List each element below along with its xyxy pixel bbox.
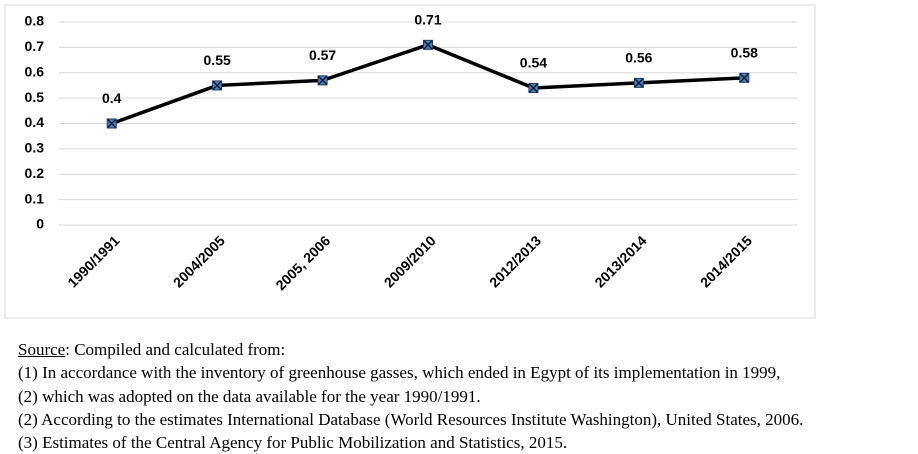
marker-cross xyxy=(423,40,433,50)
data-label: 0.57 xyxy=(309,47,336,63)
chart-border xyxy=(4,4,816,319)
data-label: 0.55 xyxy=(204,52,231,68)
y-tick-label: 0.1 xyxy=(25,190,45,206)
source-text: : Compiled and calculated from: xyxy=(65,340,286,359)
data-label: 0.56 xyxy=(625,50,652,66)
marker-cross xyxy=(212,80,222,90)
marker xyxy=(106,118,117,129)
y-tick-label: 0.4 xyxy=(25,114,45,130)
marker-cross xyxy=(318,75,328,85)
x-tick-label: 2005, 2006 xyxy=(272,232,333,293)
y-tick-label: 0.5 xyxy=(25,89,45,105)
y-tick-label: 0.6 xyxy=(25,63,45,79)
chart: 0 0.1 0.2 0.3 0.4 0.5 0.6 0.7 0.8 1990/1991 2004/2… xyxy=(4,4,816,319)
note-item: (2) According to the estimates Internati… xyxy=(18,409,804,429)
data-label: 0.71 xyxy=(414,12,441,28)
x-tick-label: 2009/2010 xyxy=(381,232,439,290)
y-tick-label: 0.2 xyxy=(25,165,45,181)
marker-cross xyxy=(528,83,538,93)
source-label: Source xyxy=(18,340,66,359)
x-tick-label: 2014/2015 xyxy=(697,232,755,290)
marker xyxy=(423,39,433,50)
x-tick-label: 2012/2013 xyxy=(486,232,544,290)
note-item: (2) which was adopted on the data availa… xyxy=(18,386,481,406)
marker xyxy=(317,75,328,86)
marker xyxy=(528,82,539,93)
y-tick-label: 0.3 xyxy=(25,140,45,156)
source-line: Source: Compiled and calculated from: xyxy=(18,338,803,361)
marker xyxy=(212,80,223,91)
data-label: 0.4 xyxy=(102,90,122,106)
note-item: (3) Estimates of the Central Agency for … xyxy=(18,433,568,453)
x-tick-label: 2004/2005 xyxy=(170,232,228,290)
data-label: 0.58 xyxy=(731,45,758,61)
y-tick-label: 0.7 xyxy=(25,38,45,54)
marker xyxy=(633,77,644,88)
note-item: (1) In accordance with the inventory of … xyxy=(18,363,781,383)
marker-cross xyxy=(634,78,644,88)
x-tick-label: 2013/2014 xyxy=(591,232,649,290)
notes: Source: Compiled and calculated from: (1… xyxy=(18,338,803,454)
y-tick-label: 0 xyxy=(36,216,44,232)
data-label: 0.54 xyxy=(520,55,547,71)
note-items: (1) In accordance with the inventory of … xyxy=(18,361,803,454)
marker xyxy=(739,72,750,83)
x-tick-label: 1990/1991 xyxy=(64,232,122,290)
y-tick-label: 0.8 xyxy=(25,13,45,29)
marker-cross xyxy=(107,119,117,128)
marker-cross xyxy=(739,73,749,83)
